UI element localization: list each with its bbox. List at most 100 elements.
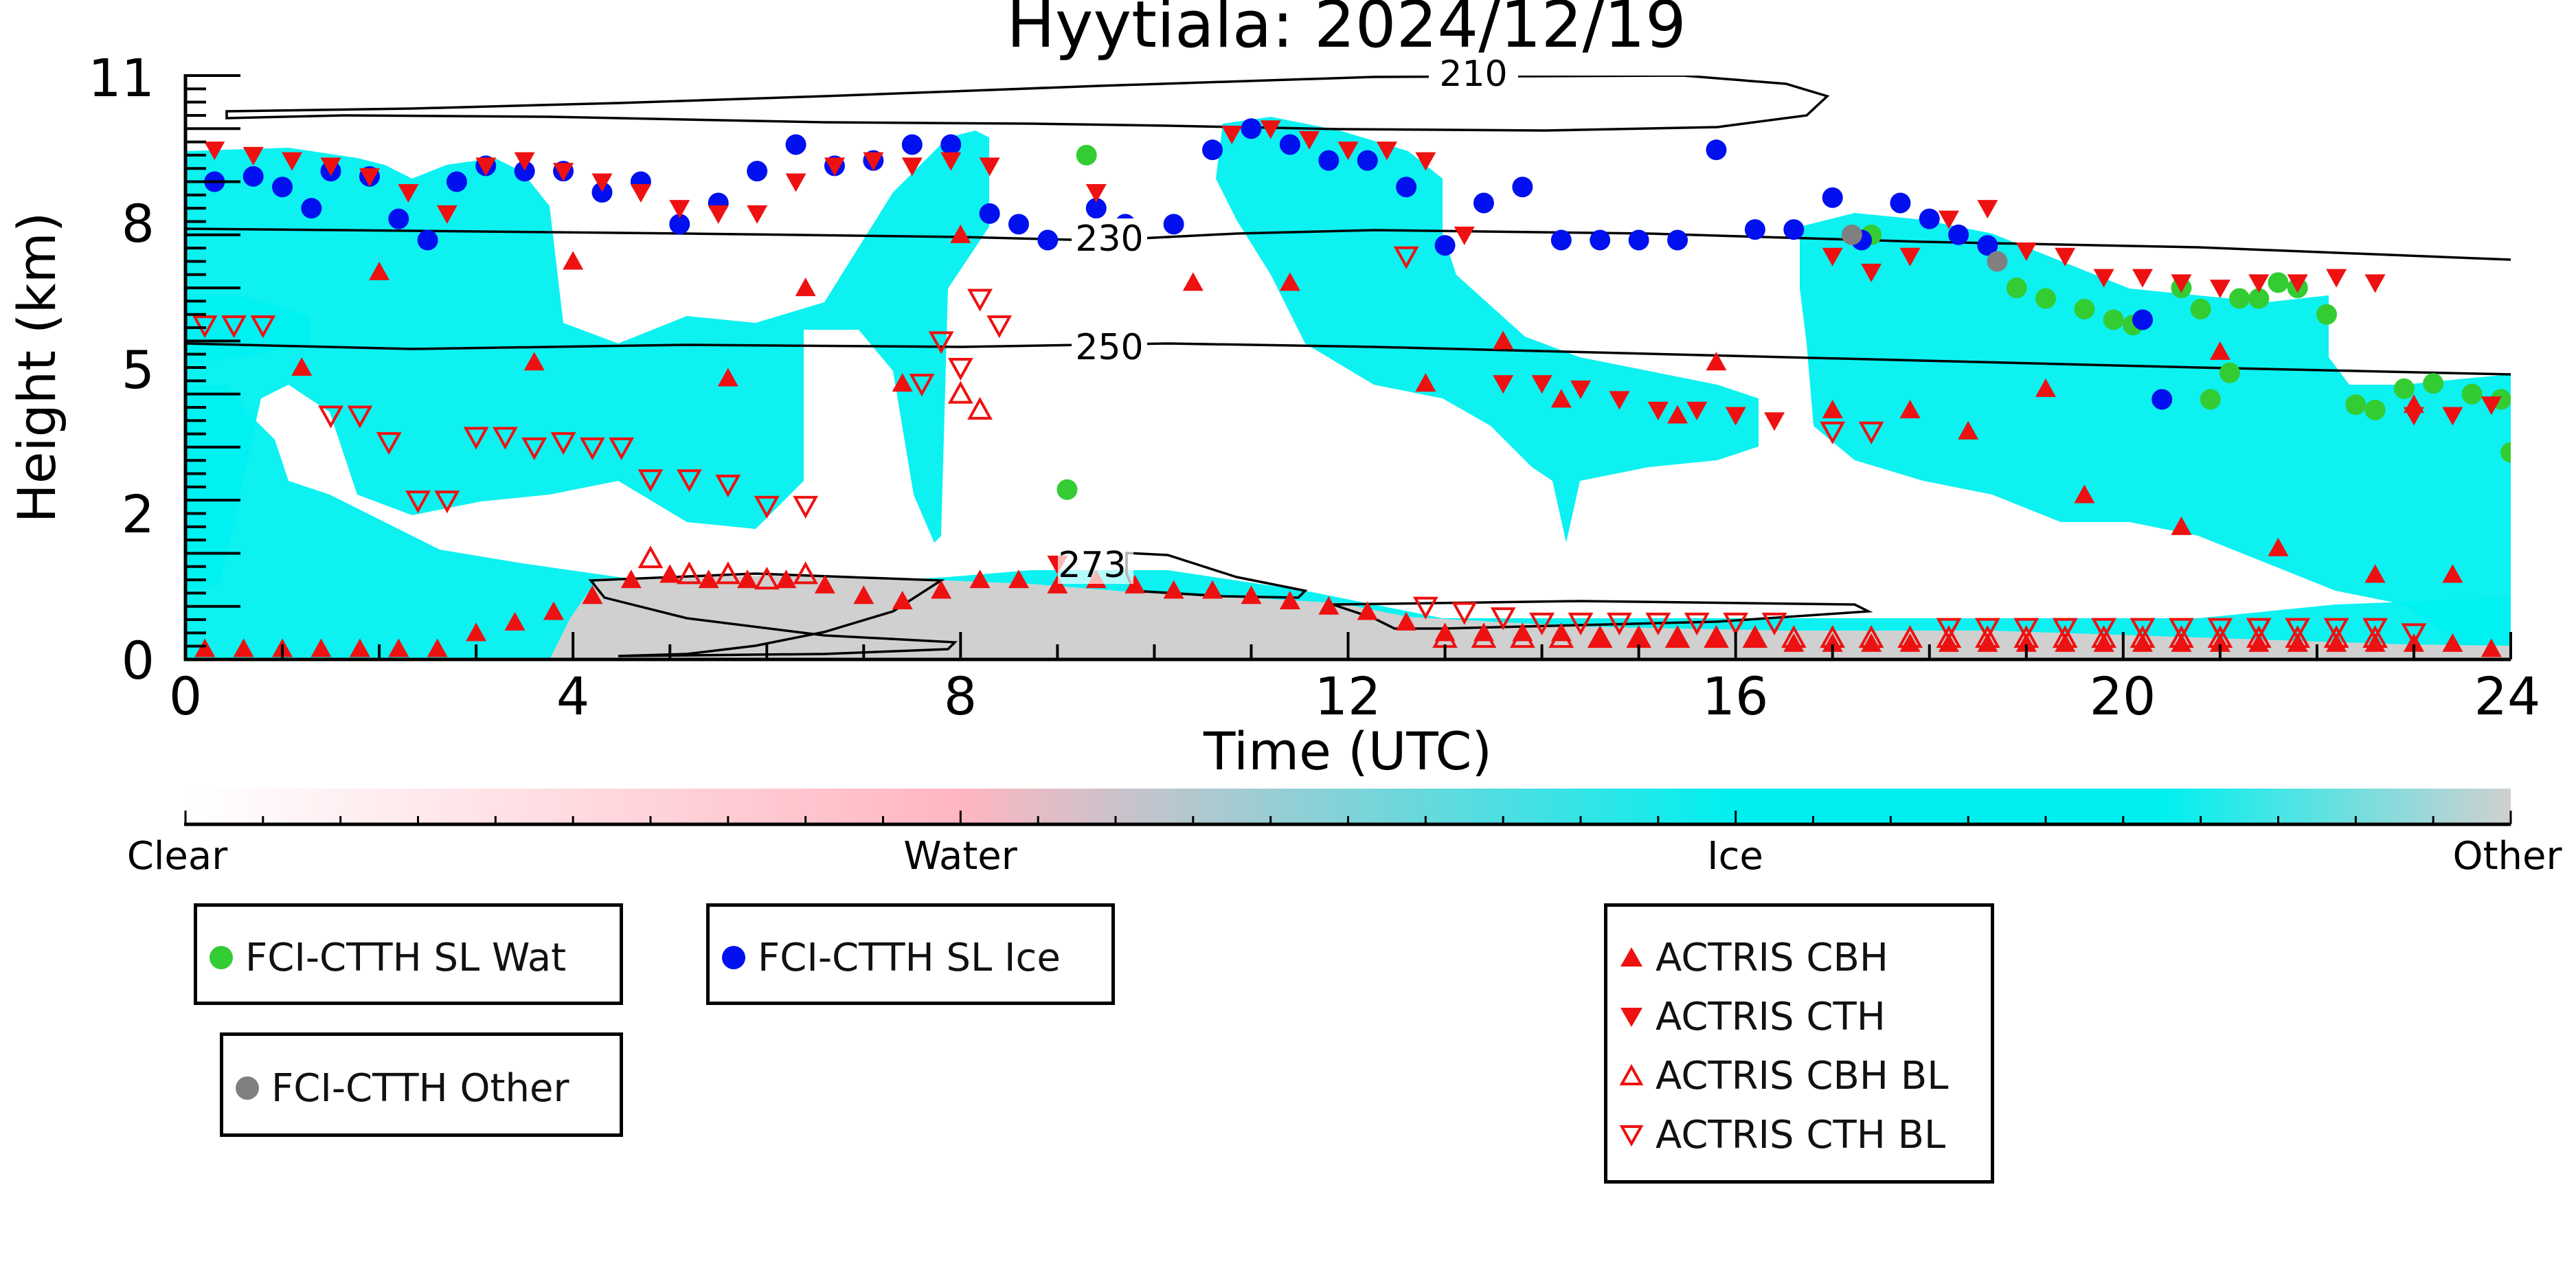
- contour-labels: 210 230 250 273: [1058, 54, 1518, 586]
- point-fci-ctth-sl-ice: [242, 166, 264, 187]
- point-fci-ctth-sl-ice: [1590, 229, 1611, 251]
- x-tick-label: 12: [1315, 666, 1381, 727]
- x-tick-label: 20: [2090, 666, 2156, 727]
- point-actris-cth-bl: [1529, 612, 1555, 636]
- point-actris-cbh-bl: [2091, 624, 2117, 648]
- point-actris-cth-bl: [405, 490, 431, 514]
- point-actris-cth: [1725, 407, 1746, 426]
- point-fci-ctth-sl-ice: [785, 134, 806, 155]
- point-fci-ctth-sl-wat: [2393, 378, 2415, 399]
- y-tick-label: 2: [122, 484, 155, 545]
- point-actris-cbh: [1163, 580, 1184, 599]
- point-actris-cth-bl: [1936, 618, 1962, 641]
- point-actris-cth: [1609, 391, 1630, 410]
- point-actris-cbh-bl: [677, 561, 702, 585]
- point-actris-cbh: [1241, 585, 1262, 605]
- point-fci-ctth-sl-ice: [1241, 118, 1262, 139]
- legend-marker-cth-bl: [1607, 1114, 1656, 1155]
- point-actris-cth: [320, 157, 341, 177]
- point-actris-cbh: [2364, 564, 2386, 583]
- series-layer: [192, 118, 2511, 657]
- point-actris-cth: [2364, 274, 2386, 293]
- point-actris-cbh-bl: [1548, 624, 1574, 648]
- y-tick-label: 0: [122, 630, 155, 691]
- legend-label: FCI-CTTH SL Wat: [245, 935, 567, 980]
- contour-label-bg: [1058, 548, 1133, 584]
- point-actris-cbh: [931, 580, 952, 599]
- point-actris-cth: [1899, 247, 1921, 267]
- point-actris-cbh: [369, 261, 390, 280]
- point-fci-ctth-sl-ice: [2151, 389, 2173, 410]
- point-fci-ctth-sl-ice: [1473, 192, 1494, 214]
- point-actris-cth: [1493, 375, 1514, 394]
- point-actris-cth-bl: [2362, 618, 2388, 641]
- point-actris-cth-bl: [967, 289, 993, 312]
- point-actris-cbh: [969, 569, 991, 589]
- point-actris-cth-bl: [1974, 618, 2000, 641]
- ice-cloud-region: [1216, 117, 1759, 543]
- legend-label: ACTRIS CBH BL: [1656, 1053, 1949, 1098]
- point-actris-cth: [2403, 407, 2424, 426]
- point-actris-cth: [1570, 380, 1591, 399]
- point-fci-ctth-sl-ice: [1783, 219, 1805, 240]
- point-actris-cth-bl: [250, 315, 276, 339]
- point-actris-cbh: [1628, 628, 1649, 647]
- point-actris-cth-bl: [493, 427, 518, 450]
- point-actris-cth: [1977, 200, 1998, 219]
- point-actris-cbh: [466, 622, 487, 642]
- contour-line: [185, 342, 2511, 376]
- point-actris-cbh-bl: [1471, 624, 1497, 648]
- point-actris-cbh: [388, 638, 409, 657]
- x-tick-label: 8: [944, 666, 977, 727]
- point-actris-cth: [1647, 401, 1669, 420]
- point-actris-cbh: [1318, 596, 1340, 615]
- point-actris-cth: [1454, 226, 1475, 245]
- point-fci-ctth-sl-ice: [1822, 187, 1843, 208]
- point-actris-cth-bl: [1607, 612, 1632, 636]
- point-fci-ctth-sl-ice: [1550, 229, 1572, 251]
- point-actris-cbh: [1958, 420, 1979, 440]
- point-fci-ctth-sl-ice: [1163, 214, 1184, 235]
- point-actris-cbh: [1008, 569, 1029, 589]
- point-actris-cth-bl: [1645, 612, 1671, 636]
- point-actris-cbh: [2209, 341, 2230, 360]
- point-fci-ctth-sl-ice: [1318, 150, 1340, 171]
- point-actris-cbh: [737, 569, 758, 589]
- legend-marker-cbh: [1607, 937, 1656, 978]
- point-fci-ctth-sl-ice: [591, 182, 613, 203]
- point-actris-cth-bl: [637, 469, 664, 493]
- point-actris-cth-bl: [2323, 618, 2349, 641]
- point-actris-cbh: [1590, 628, 1611, 647]
- point-fci-ctth-sl-ice: [940, 134, 962, 155]
- point-fci-ctth-sl-wat: [2248, 288, 2270, 309]
- point-fci-ctth-sl-ice: [1512, 177, 1533, 198]
- ice-cloud-region: [1800, 213, 2511, 659]
- contour-line: [1332, 600, 1873, 630]
- point-actris-cth-bl: [376, 432, 402, 455]
- point-actris-cth-bl: [2129, 618, 2156, 641]
- point-actris-cbh: [1396, 611, 1417, 631]
- point-actris-cth-bl: [2207, 618, 2233, 641]
- point-actris-cbh: [1357, 601, 1378, 620]
- point-actris-cth-bl: [463, 427, 489, 450]
- point-fci-ctth-sl-wat: [1076, 144, 1097, 166]
- point-actris-cbh: [1667, 405, 1688, 424]
- point-fci-ctth-sl-wat: [2268, 272, 2289, 293]
- point-actris-cbh: [698, 569, 719, 589]
- point-actris-cbh: [194, 638, 216, 657]
- point-actris-cth-bl: [579, 437, 605, 461]
- point-actris-cth: [747, 205, 768, 224]
- point-fci-ctth-sl-ice: [1008, 214, 1029, 235]
- point-actris-cth: [436, 205, 457, 224]
- contour-line: [225, 76, 1830, 132]
- point-actris-cbh: [543, 601, 564, 620]
- point-actris-cth-bl: [1723, 612, 1749, 636]
- point-fci-ctth-sl-ice: [901, 134, 923, 155]
- x-axis-label: Time (UTC): [1203, 721, 1492, 782]
- point-actris-cbh: [427, 638, 448, 657]
- point-fci-ctth-sl-ice: [2132, 309, 2154, 330]
- y-tick-label: 5: [122, 339, 155, 400]
- point-actris-cbh: [1667, 628, 1688, 647]
- point-fci-ctth-sl-wat: [2190, 299, 2211, 319]
- point-actris-cth: [242, 146, 264, 166]
